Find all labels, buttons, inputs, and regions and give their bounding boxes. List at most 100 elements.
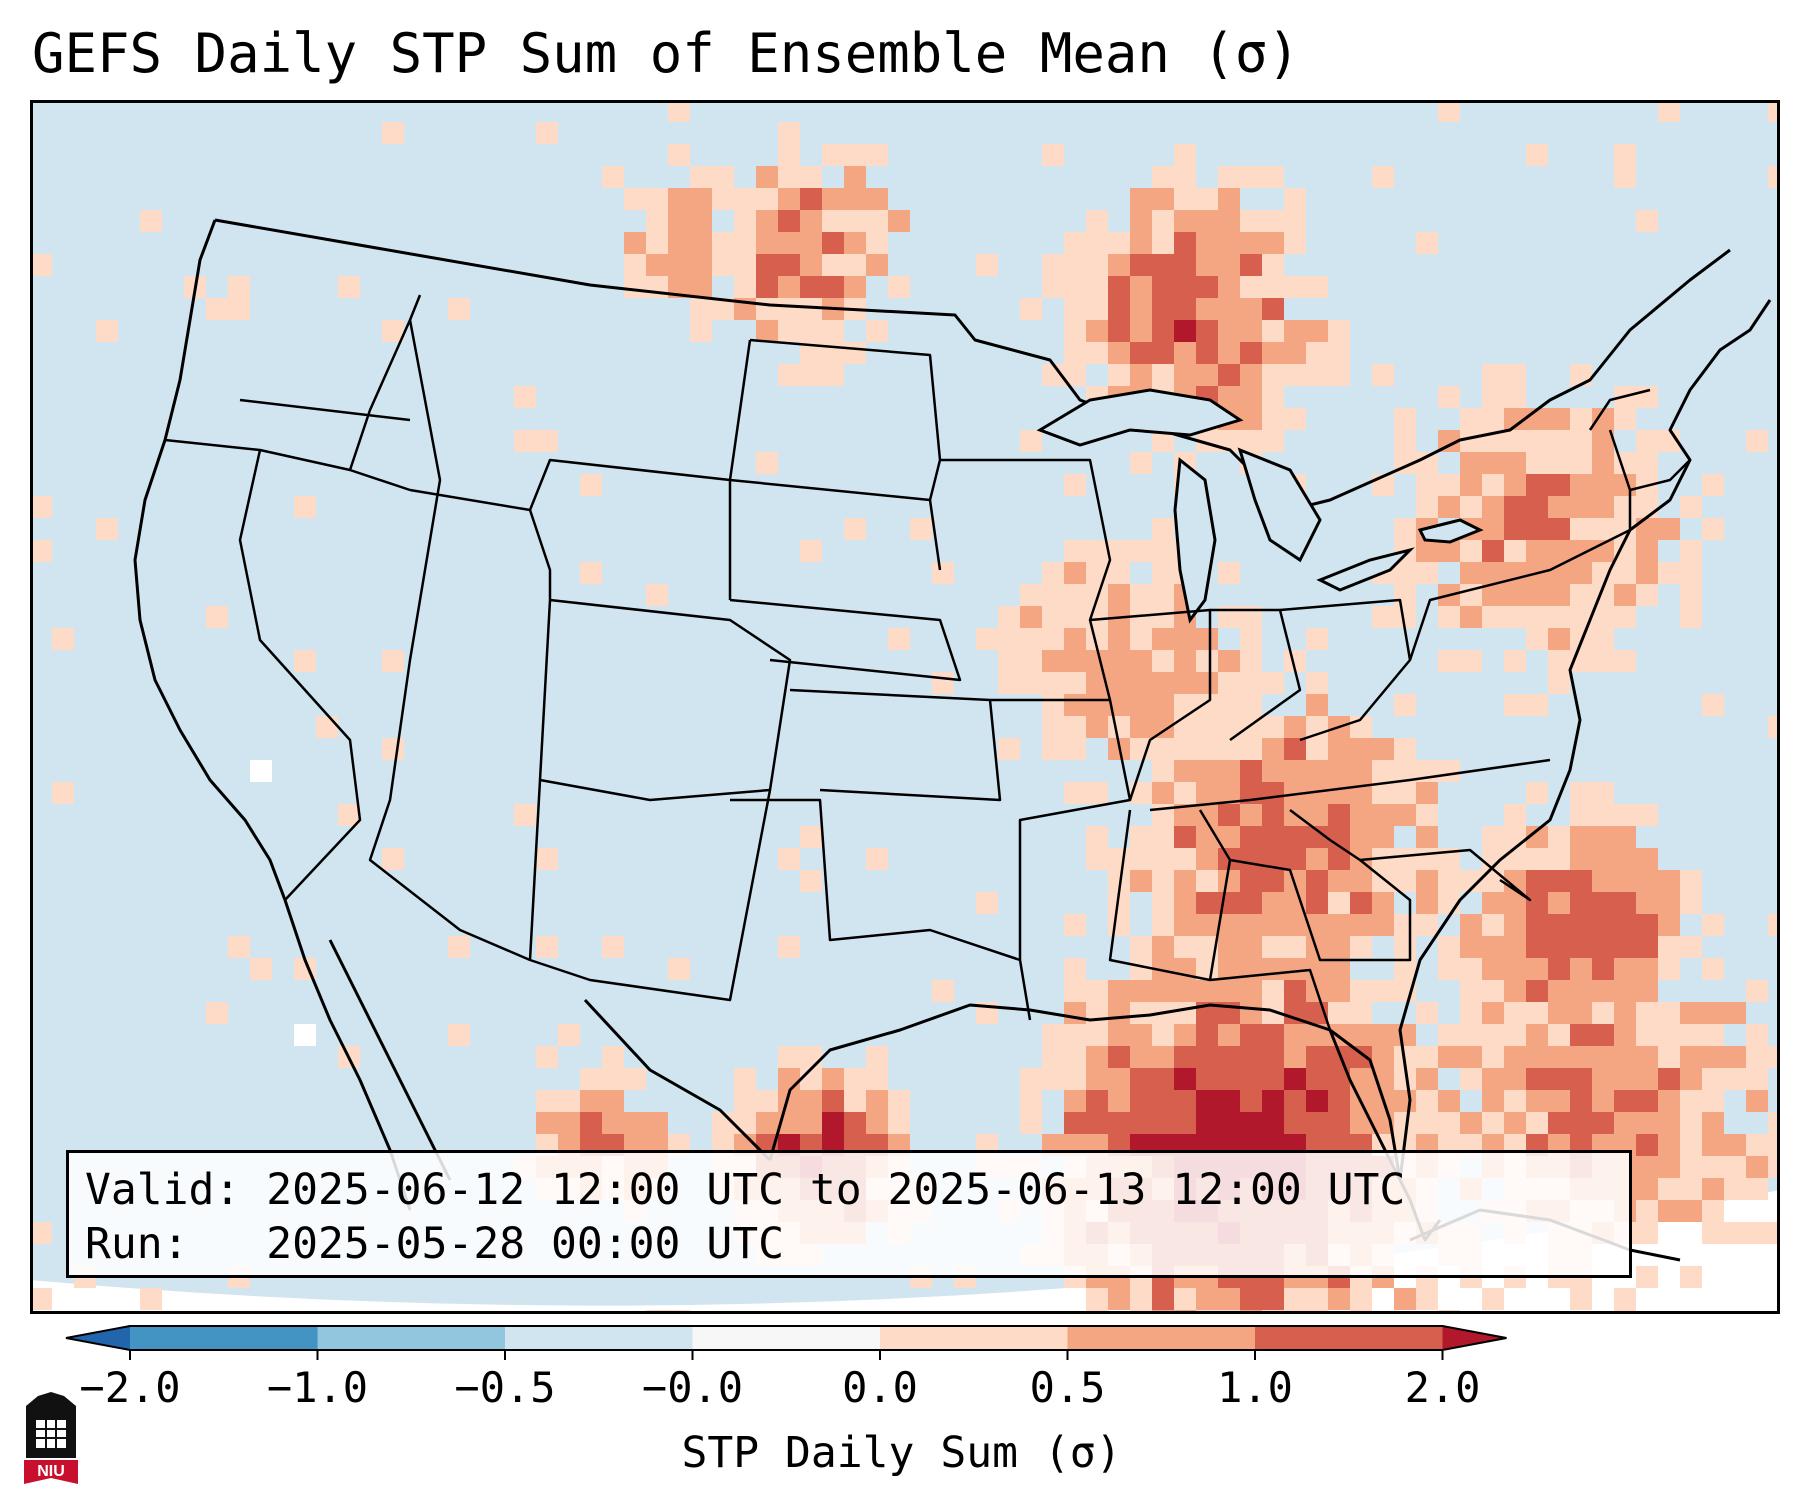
stp-cell [1394,870,1416,892]
stp-cell [1218,672,1240,694]
stp-cell [536,1046,558,1068]
stp-cell [866,144,888,166]
colorbar-label: STP Daily Sum (σ) [681,1428,1122,1478]
stp-cell [1526,936,1548,958]
stp-cell [1020,1068,1042,1090]
stp-cell [1020,1112,1042,1134]
stp-cell [1108,584,1130,606]
stp-cell [800,870,822,892]
stp-cell [734,254,756,276]
stp-cell [1240,914,1262,936]
stp-cell [1108,562,1130,584]
stp-cell [1262,980,1284,1002]
stp-cell [1570,496,1592,518]
stp-cell [932,562,954,584]
stp-cell [822,364,844,386]
stp-cell [1218,254,1240,276]
stp-cell [1196,1024,1218,1046]
stp-cell [1460,914,1482,936]
stp-cell [1218,914,1240,936]
stp-cell [1020,298,1042,320]
stp-cell [1042,276,1064,298]
stp-cell [1196,694,1218,716]
stp-cell [1262,1090,1284,1112]
stp-cell [1504,518,1526,540]
stp-cell [1658,1068,1680,1090]
stp-cell [1306,936,1328,958]
stp-cell [1526,474,1548,496]
stp-cell [1240,694,1262,716]
colorbar-bin [130,1326,318,1350]
stp-cell [778,210,800,232]
stp-cell [1350,760,1372,782]
stp-cell [1240,628,1262,650]
stp-cell [1152,1046,1174,1068]
stp-cell [1130,1002,1152,1024]
stp-cell [1196,1090,1218,1112]
stp-cell [800,298,822,320]
stp-cell [1636,1090,1658,1112]
stp-cell [1724,1134,1746,1156]
stp-cell [1086,1090,1108,1112]
stp-cell [1438,760,1460,782]
stp-cell [1460,870,1482,892]
stp-cell [1284,716,1306,738]
stp-cell [1152,232,1174,254]
stp-cell [1614,166,1636,188]
stp-cell [1658,1156,1680,1178]
stp-cell [624,1112,646,1134]
colorbar-tick-label: −0.0 [642,1363,743,1412]
stp-cell [1306,782,1328,804]
stp-cell [1086,1288,1108,1310]
stp-cell [1394,694,1416,716]
stp-cell [822,1090,844,1112]
stp-cell [734,1112,756,1134]
stp-cell [1042,254,1064,276]
stp-cell [1438,650,1460,672]
stp-cell [1262,430,1284,452]
stp-cell [1130,958,1152,980]
stp-cell [1570,452,1592,474]
stp-cell [1680,870,1702,892]
stp-cell [1614,1024,1636,1046]
stp-cell [712,188,734,210]
colorbar-bin [1255,1326,1443,1350]
stp-cell [1240,232,1262,254]
stp-cell [1306,1068,1328,1090]
stp-cell [1108,1288,1130,1310]
stp-cell [756,1090,778,1112]
stp-cell [1042,606,1064,628]
stp-cell [1196,1046,1218,1068]
stp-cell [778,320,800,342]
stp-cell [1482,584,1504,606]
stp-cell [1064,694,1086,716]
stp-cell [1020,606,1042,628]
stp-cell [602,936,624,958]
stp-cell [1086,320,1108,342]
stp-cell [1526,1024,1548,1046]
stp-cell [1218,760,1240,782]
stp-cell [1438,1024,1460,1046]
stp-cell [778,1068,800,1090]
stp-cell [1350,738,1372,760]
stp-cell [1460,430,1482,452]
run-info-box: Valid: 2025-06-12 12:00 UTC to 2025-06-1… [66,1150,1632,1278]
stp-cell [1350,980,1372,1002]
stp-cell [1702,1134,1724,1156]
stp-cell [866,320,888,342]
stp-cell [1262,826,1284,848]
stp-cell [1152,936,1174,958]
stp-cell [1086,254,1108,276]
colorbar-bin [505,1326,693,1350]
stp-cell [1020,628,1042,650]
stp-cell [1306,276,1328,298]
stp-cell [1658,1090,1680,1112]
stp-cell [1130,716,1152,738]
stp-cell [1218,342,1240,364]
stp-cell [1482,364,1504,386]
stp-cell [712,166,734,188]
stp-cell [1306,364,1328,386]
stp-cell [1548,452,1570,474]
stp-cell [646,1112,668,1134]
stp-cell [1526,848,1548,870]
